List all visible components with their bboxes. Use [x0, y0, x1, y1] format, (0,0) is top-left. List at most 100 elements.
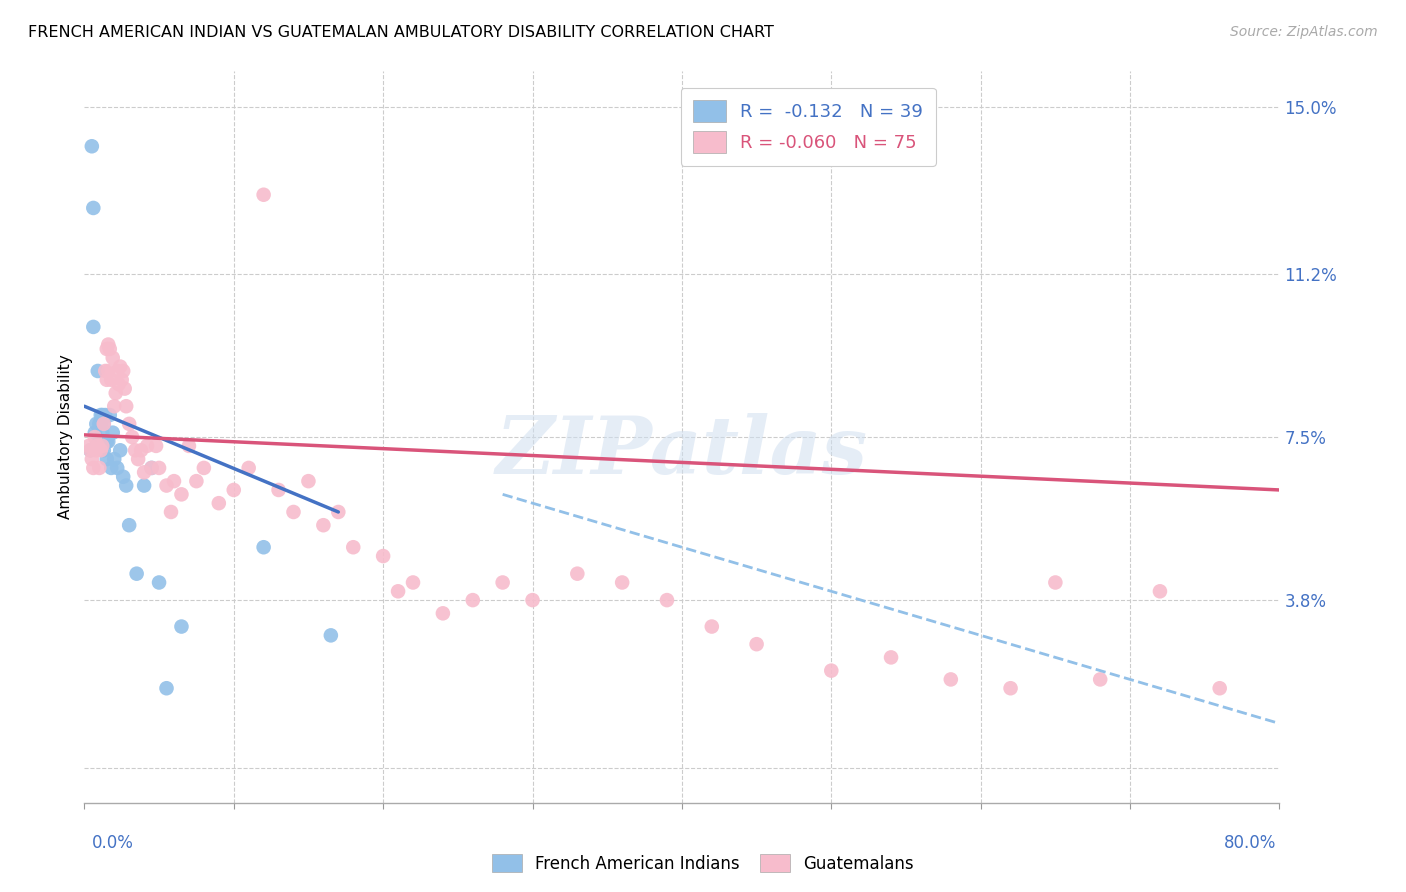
Point [90, 443, 112, 458]
Point [373, 549, 395, 563]
Point [160, 505, 183, 519]
Point [94, 408, 117, 422]
Point [121, 430, 143, 444]
Point [522, 593, 544, 607]
Point [91, 439, 114, 453]
Point [745, 637, 768, 651]
Point [492, 575, 515, 590]
Point [141, 461, 163, 475]
Point [461, 593, 484, 607]
Point [86, 417, 108, 431]
Point [101, 425, 124, 440]
Text: ZIPatlas: ZIPatlas [496, 413, 868, 491]
Point [328, 505, 350, 519]
Point [700, 619, 723, 633]
Point [1090, 673, 1112, 687]
Point [253, 187, 276, 202]
Point [83, 425, 105, 440]
Y-axis label: Ambulatory Disability: Ambulatory Disability [58, 355, 73, 519]
Point [238, 461, 260, 475]
Point [148, 575, 170, 590]
Point [107, 377, 129, 392]
Point [112, 364, 135, 378]
Point [1209, 681, 1232, 696]
Point [91, 434, 114, 449]
Point [567, 566, 589, 581]
Point [115, 399, 138, 413]
Point [186, 474, 208, 488]
Point [124, 443, 146, 458]
Point [939, 673, 962, 687]
Point [93, 417, 115, 431]
Point [83, 430, 105, 444]
Point [820, 664, 842, 678]
Point [222, 483, 245, 497]
Point [136, 439, 159, 453]
Point [1000, 681, 1022, 696]
Point [89, 461, 111, 475]
Text: Source: ZipAtlas.com: Source: ZipAtlas.com [1230, 25, 1378, 39]
Point [77, 439, 100, 453]
Point [94, 434, 117, 449]
Point [97, 434, 120, 449]
Point [177, 439, 200, 453]
Text: FRENCH AMERICAN INDIAN VS GUATEMALAN AMBULATORY DISABILITY CORRELATION CHART: FRENCH AMERICAN INDIAN VS GUATEMALAN AMB… [28, 25, 773, 40]
Point [98, 408, 121, 422]
Point [127, 452, 149, 467]
Point [98, 342, 121, 356]
Point [86, 439, 108, 453]
Point [82, 201, 104, 215]
Point [1149, 584, 1171, 599]
Point [655, 593, 678, 607]
Point [103, 452, 125, 467]
Point [297, 474, 319, 488]
Point [387, 584, 409, 599]
Point [129, 443, 152, 458]
Point [319, 628, 342, 642]
Point [880, 650, 903, 665]
Point [89, 417, 111, 431]
Point [155, 681, 177, 696]
Point [163, 474, 186, 488]
Point [114, 382, 136, 396]
Point [1045, 575, 1067, 590]
Point [193, 461, 215, 475]
Text: 0.0%: 0.0% [91, 834, 134, 852]
Point [93, 417, 115, 431]
Point [253, 540, 276, 554]
Point [110, 359, 132, 374]
Point [110, 443, 132, 458]
Point [90, 417, 112, 431]
Point [89, 434, 111, 449]
Point [87, 364, 110, 378]
Point [432, 607, 454, 621]
Point [82, 461, 104, 475]
Point [100, 461, 122, 475]
Point [97, 337, 120, 351]
Point [91, 408, 114, 422]
Point [94, 364, 117, 378]
Point [402, 575, 425, 590]
Point [115, 478, 138, 492]
Point [132, 466, 156, 480]
Legend: French American Indians, Guatemalans: French American Indians, Guatemalans [485, 847, 921, 880]
Point [283, 505, 305, 519]
Point [103, 399, 125, 413]
Point [118, 417, 141, 431]
Point [82, 320, 104, 334]
Point [170, 619, 193, 633]
Point [112, 469, 135, 483]
Point [96, 434, 118, 449]
Point [118, 518, 141, 533]
Point [101, 351, 124, 365]
Point [100, 373, 122, 387]
Point [155, 478, 177, 492]
Legend: R =  -0.132   N = 39, R = -0.060   N = 75: R = -0.132 N = 39, R = -0.060 N = 75 [681, 87, 936, 166]
Point [80, 139, 103, 153]
Point [145, 439, 167, 453]
Point [86, 443, 108, 458]
Point [105, 461, 128, 475]
Point [312, 518, 335, 533]
Point [148, 461, 170, 475]
Point [208, 496, 231, 510]
